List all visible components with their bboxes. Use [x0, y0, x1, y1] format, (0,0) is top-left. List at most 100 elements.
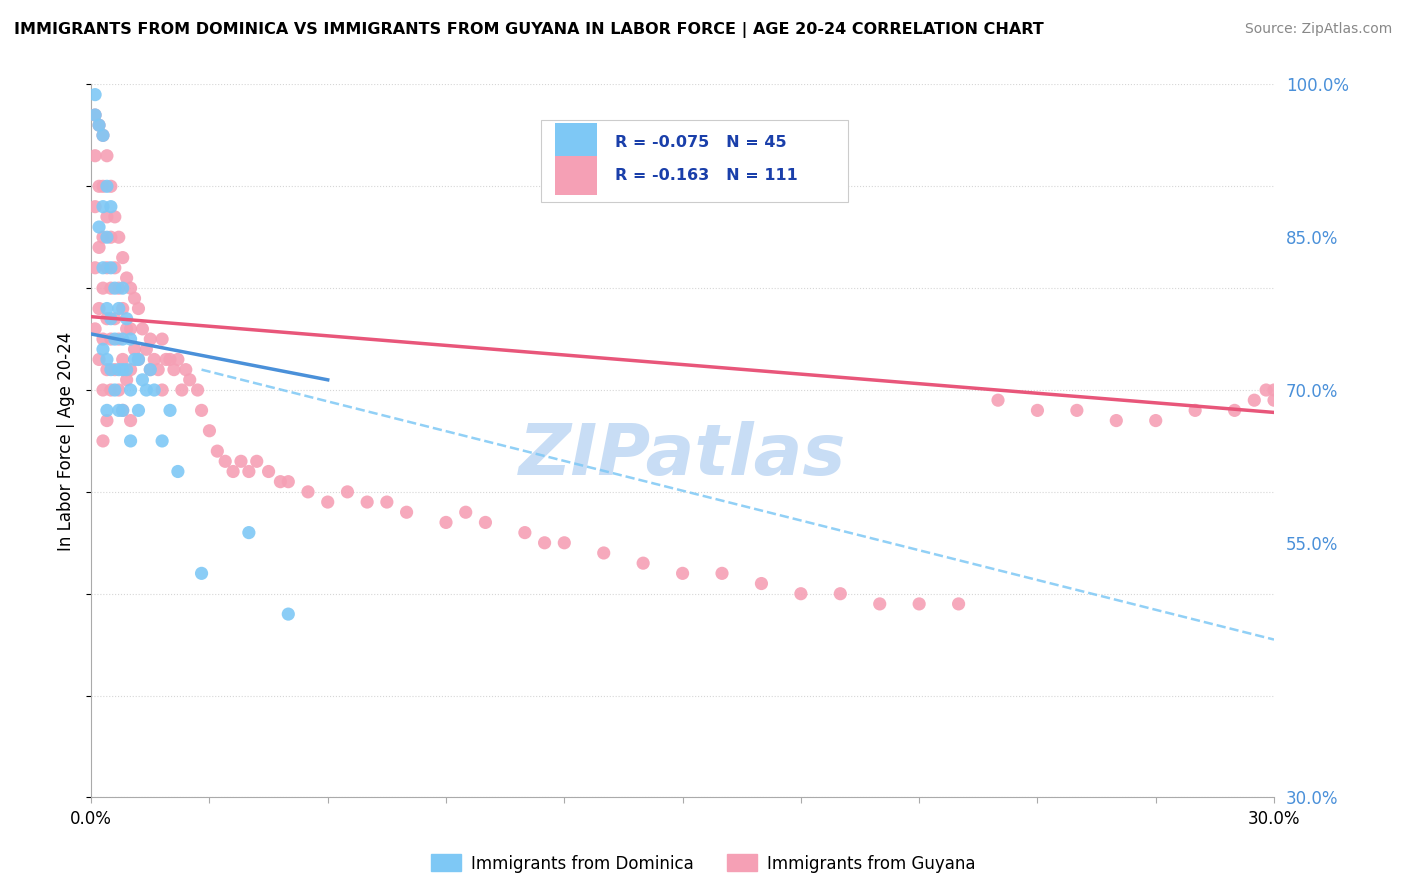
Point	[107, 362, 129, 376]
Point	[1184, 403, 1206, 417]
Point	[135, 383, 157, 397]
Point	[115, 311, 138, 326]
Point	[84, 322, 107, 336]
Point	[84, 87, 107, 102]
Point	[91, 230, 114, 244]
Point	[120, 413, 142, 427]
Point	[207, 444, 229, 458]
Point	[87, 240, 110, 254]
Point	[127, 403, 149, 417]
Point	[238, 525, 260, 540]
Point	[131, 322, 153, 336]
Point	[91, 128, 114, 143]
Point	[139, 362, 162, 376]
Point	[100, 179, 122, 194]
Point	[91, 332, 114, 346]
Point	[91, 179, 114, 194]
Point	[987, 393, 1010, 408]
Point	[104, 362, 127, 376]
Point	[96, 362, 118, 376]
Point	[751, 576, 773, 591]
Point	[375, 495, 398, 509]
Point	[124, 352, 146, 367]
Point	[87, 118, 110, 132]
Point	[87, 301, 110, 316]
Point	[830, 587, 852, 601]
Point	[111, 362, 134, 376]
Point	[336, 484, 359, 499]
Point	[107, 230, 129, 244]
Point	[111, 332, 134, 346]
Point	[908, 597, 931, 611]
Point	[150, 434, 173, 448]
Point	[84, 108, 107, 122]
Point	[150, 383, 173, 397]
Point	[127, 352, 149, 367]
Point	[269, 475, 291, 489]
Point	[356, 495, 378, 509]
Point	[84, 200, 107, 214]
Point	[1026, 403, 1049, 417]
Point	[91, 200, 114, 214]
Point	[167, 352, 190, 367]
Point	[96, 403, 118, 417]
Point	[111, 301, 134, 316]
Point	[100, 362, 122, 376]
Point	[115, 271, 138, 285]
Point	[592, 546, 614, 560]
Point	[96, 413, 118, 427]
Point	[107, 383, 129, 397]
Point	[533, 536, 555, 550]
Point	[671, 566, 693, 581]
Point	[198, 424, 221, 438]
Point	[187, 383, 209, 397]
Point	[96, 210, 118, 224]
Point	[139, 362, 162, 376]
Point	[100, 260, 122, 275]
Point	[127, 301, 149, 316]
Point	[100, 332, 122, 346]
Point	[111, 251, 134, 265]
Point	[120, 362, 142, 376]
Point	[1243, 393, 1265, 408]
Point	[107, 332, 129, 346]
Point	[91, 383, 114, 397]
Point	[869, 597, 891, 611]
Point	[179, 373, 201, 387]
Point	[124, 343, 146, 357]
Point	[1144, 413, 1167, 427]
Point	[100, 200, 122, 214]
Point	[111, 352, 134, 367]
Point	[120, 332, 142, 346]
Point	[91, 434, 114, 448]
Point	[91, 281, 114, 295]
Point	[84, 149, 107, 163]
Point	[111, 281, 134, 295]
Point	[1256, 383, 1278, 397]
Point	[238, 465, 260, 479]
Point	[120, 383, 142, 397]
Point	[222, 465, 245, 479]
Point	[513, 525, 536, 540]
Point	[1105, 413, 1128, 427]
Text: R = -0.163   N = 111: R = -0.163 N = 111	[616, 168, 799, 183]
Point	[96, 301, 118, 316]
Point	[143, 352, 166, 367]
Point	[163, 362, 186, 376]
Point	[115, 322, 138, 336]
Point	[277, 475, 299, 489]
Point	[131, 373, 153, 387]
Point	[87, 352, 110, 367]
Point	[104, 311, 127, 326]
Point	[167, 465, 190, 479]
Point	[120, 434, 142, 448]
Point	[127, 352, 149, 367]
Y-axis label: In Labor Force | Age 20-24: In Labor Force | Age 20-24	[58, 331, 75, 550]
Point	[91, 128, 114, 143]
Point	[104, 332, 127, 346]
Bar	[555, 156, 598, 195]
Text: ZIPatlas: ZIPatlas	[519, 421, 846, 490]
Point	[143, 383, 166, 397]
Point	[257, 465, 280, 479]
Point	[135, 343, 157, 357]
